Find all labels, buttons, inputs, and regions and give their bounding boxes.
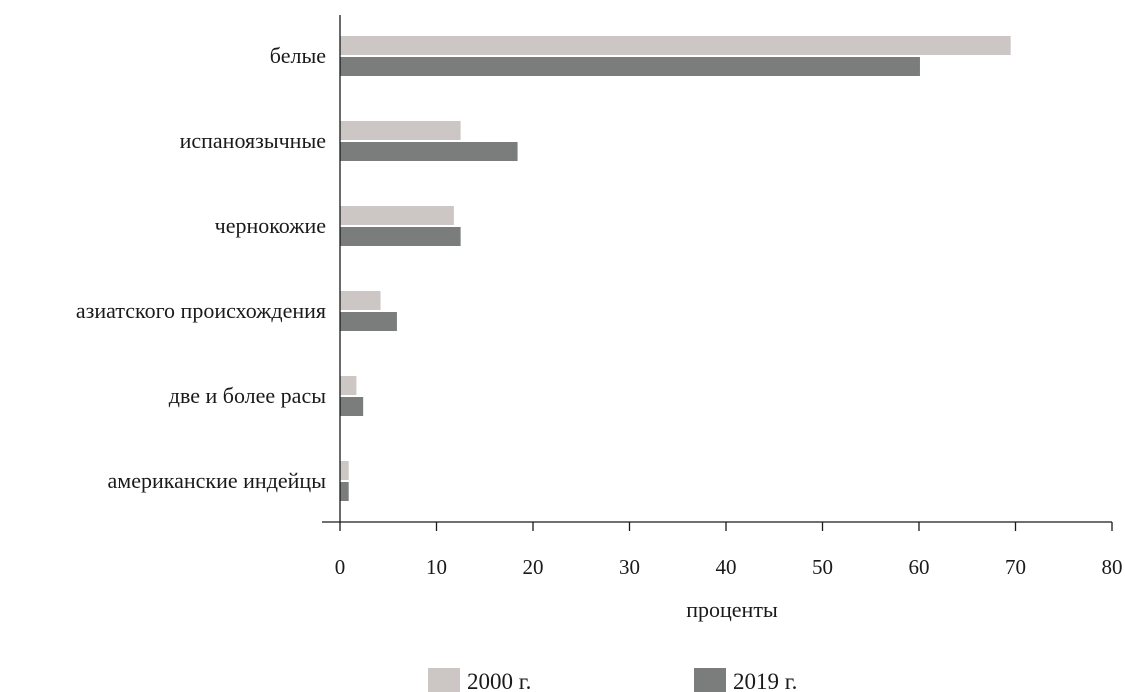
x-tick-label: 20: [523, 555, 544, 579]
legend: 2000 г. 2019 г.: [428, 668, 797, 692]
x-tick-label: 10: [426, 555, 447, 579]
x-tick-label: 30: [619, 555, 640, 579]
legend-swatch-series1: [428, 668, 460, 692]
bars-group: [340, 36, 1011, 501]
category-label: азиатского происхождения: [76, 298, 326, 323]
x-axis-title: проценты: [686, 597, 778, 622]
x-tick-label: 70: [1005, 555, 1026, 579]
bar-series2-0: [340, 57, 920, 76]
category-labels: белые испаноязычные чернокожие азиатского п…: [76, 43, 326, 493]
x-tick-label: 0: [335, 555, 346, 579]
category-label: две и более расы: [169, 383, 326, 408]
legend-label-series1: 2000 г.: [467, 669, 531, 692]
bar-series2-5: [340, 482, 349, 501]
legend-swatch-series2: [694, 668, 726, 692]
x-tick-label: 50: [812, 555, 833, 579]
x-tick-label: 60: [909, 555, 930, 579]
bar-series2-2: [340, 227, 461, 246]
bar-series2-3: [340, 312, 397, 331]
bar-series2-1: [340, 142, 518, 161]
category-label: испаноязычные: [180, 128, 326, 153]
bar-series1-2: [340, 206, 454, 225]
legend-label-series2: 2019 г.: [733, 669, 797, 692]
category-label: американские индейцы: [108, 468, 327, 493]
bar-series1-4: [340, 376, 357, 395]
category-label: белые: [270, 43, 326, 68]
bar-series1-0: [340, 36, 1011, 55]
x-axis-ticks: 0 10 20 30 40 50 60 70 80: [335, 522, 1123, 579]
x-tick-label: 80: [1102, 555, 1123, 579]
bar-series1-3: [340, 291, 381, 310]
bar-series1-1: [340, 121, 461, 140]
category-label: чернокожие: [215, 213, 326, 238]
bar-series2-4: [340, 397, 364, 416]
bar-series1-5: [340, 461, 349, 480]
x-tick-label: 40: [716, 555, 737, 579]
